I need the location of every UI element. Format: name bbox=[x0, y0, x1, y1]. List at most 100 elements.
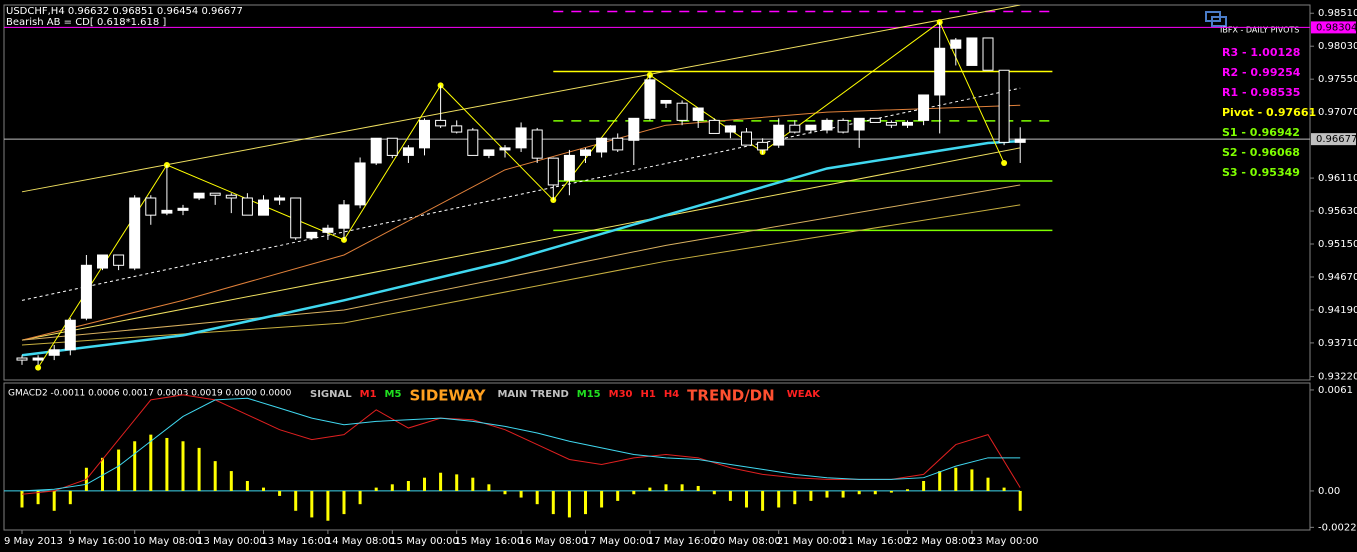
broker-icon bbox=[1205, 11, 1227, 27]
candle-body bbox=[805, 124, 817, 131]
x-tick-label: 15 May 00:00 bbox=[390, 536, 459, 547]
candle-body bbox=[97, 254, 108, 269]
histogram-bar bbox=[793, 490, 797, 505]
candle-body bbox=[258, 199, 269, 216]
candle-body bbox=[773, 124, 785, 146]
price-tag bbox=[1311, 133, 1356, 146]
pivot-label: S1 - 0.96942 bbox=[1222, 126, 1300, 139]
histogram-bar bbox=[165, 437, 169, 491]
histogram-bar bbox=[213, 461, 217, 491]
candle-body bbox=[918, 94, 930, 121]
histogram-bar bbox=[229, 471, 233, 491]
candle-body bbox=[129, 197, 141, 269]
indicator-line bbox=[21, 5, 1021, 193]
candle-body bbox=[113, 254, 125, 266]
histogram-bar bbox=[680, 484, 684, 491]
candle-body bbox=[596, 137, 608, 153]
indicator-line bbox=[21, 184, 1021, 341]
histogram-bar bbox=[519, 490, 523, 498]
y-tick-label: 0.97550 bbox=[1318, 74, 1357, 85]
pivot-label: R3 - 1.00128 bbox=[1222, 46, 1300, 59]
candle-body bbox=[950, 39, 962, 49]
histogram-bar bbox=[584, 490, 587, 515]
pivot-label: S3 - 0.95349 bbox=[1222, 166, 1300, 179]
y-tick-label: -0.0022 bbox=[1318, 522, 1357, 533]
candle-body bbox=[724, 125, 736, 133]
signal-label: M30 bbox=[609, 389, 633, 400]
candle-body bbox=[225, 194, 237, 199]
y-tick-label: 0.95150 bbox=[1318, 239, 1357, 250]
y-tick-label: 0.94670 bbox=[1318, 272, 1357, 283]
y-tick-label: 0.00 bbox=[1318, 486, 1340, 497]
histogram-bar bbox=[825, 490, 829, 498]
zigzag-point bbox=[1001, 159, 1008, 166]
histogram-bar bbox=[20, 490, 24, 508]
histogram-bar bbox=[310, 490, 314, 518]
candle-body bbox=[209, 192, 221, 196]
candle-body bbox=[902, 121, 913, 126]
y-tick-label: 0.93220 bbox=[1318, 372, 1357, 383]
histogram-bar bbox=[873, 490, 877, 495]
y-tick-label: 0.95630 bbox=[1318, 206, 1357, 217]
pivots-title: IBFX - DAILY PIVOTS bbox=[1220, 26, 1299, 35]
candle-body bbox=[563, 154, 575, 181]
zigzag-point bbox=[35, 364, 42, 371]
indicator-line bbox=[21, 139, 1021, 357]
price-tag-label: 0.96677 bbox=[1316, 134, 1357, 145]
macd-title: GMACD2 -0.0011 0.0006 0.0017 0.0003 0.00… bbox=[8, 389, 292, 399]
histogram-bar bbox=[889, 490, 893, 493]
candle-body bbox=[16, 357, 28, 361]
signal-label: M5 bbox=[385, 389, 402, 400]
candle-body bbox=[177, 207, 189, 211]
candle-body bbox=[274, 197, 286, 201]
histogram-bar bbox=[406, 481, 410, 491]
histogram-bar bbox=[600, 490, 604, 508]
candle-body bbox=[708, 119, 720, 134]
x-tick-label: 15 May 16:00 bbox=[455, 536, 524, 547]
candle-body bbox=[821, 119, 833, 131]
chart-title: USDCHF,H4 0.96632 0.96851 0.96454 0.9667… bbox=[6, 6, 243, 17]
x-tick-label: 9 May 2013 bbox=[4, 536, 63, 547]
histogram-bar bbox=[374, 487, 378, 491]
histogram-bar bbox=[970, 469, 974, 491]
x-tick-label: 22 May 08:00 bbox=[906, 536, 975, 547]
x-tick-label: 17 May 16:00 bbox=[648, 536, 717, 547]
candle-body bbox=[869, 117, 881, 123]
candle-body bbox=[306, 231, 318, 239]
candle-body bbox=[612, 137, 624, 151]
histogram-bar bbox=[181, 441, 185, 491]
candle-body bbox=[241, 197, 253, 216]
histogram-bar bbox=[390, 484, 394, 491]
indicator-line bbox=[21, 104, 1021, 341]
signal-label: H1 bbox=[641, 389, 656, 400]
histogram-bar bbox=[728, 490, 732, 501]
y-tick-label: 0.98510 bbox=[1318, 8, 1357, 19]
candle-body bbox=[741, 131, 752, 146]
candle-body bbox=[789, 124, 801, 133]
histogram-bar bbox=[567, 490, 571, 518]
histogram-bar bbox=[745, 490, 748, 508]
indicator-line bbox=[21, 147, 1021, 341]
histogram-bar bbox=[133, 441, 137, 491]
x-tick-label: 9 May 16:00 bbox=[68, 536, 130, 547]
histogram-bar bbox=[906, 489, 909, 491]
histogram-bar bbox=[922, 481, 926, 491]
histogram-bar bbox=[197, 447, 201, 491]
indicator-line bbox=[21, 204, 1021, 346]
histogram-bar bbox=[841, 490, 845, 498]
histogram-bar bbox=[616, 490, 620, 501]
candle-body bbox=[370, 137, 382, 164]
candle-body bbox=[660, 99, 672, 104]
histogram-bar bbox=[423, 477, 426, 491]
histogram-bar bbox=[101, 457, 104, 491]
price-tag bbox=[1311, 21, 1356, 34]
histogram-bar bbox=[439, 472, 443, 491]
candle-body bbox=[628, 117, 640, 141]
candle-body bbox=[451, 125, 463, 133]
pattern-label: Bearish AB = CD[ 0.618*1.618 ] bbox=[6, 17, 166, 28]
histogram-bar bbox=[664, 484, 668, 491]
histogram-bar bbox=[696, 485, 700, 491]
macd-plot bbox=[4, 394, 1022, 521]
pivot-label: R1 - 0.98535 bbox=[1222, 86, 1300, 99]
